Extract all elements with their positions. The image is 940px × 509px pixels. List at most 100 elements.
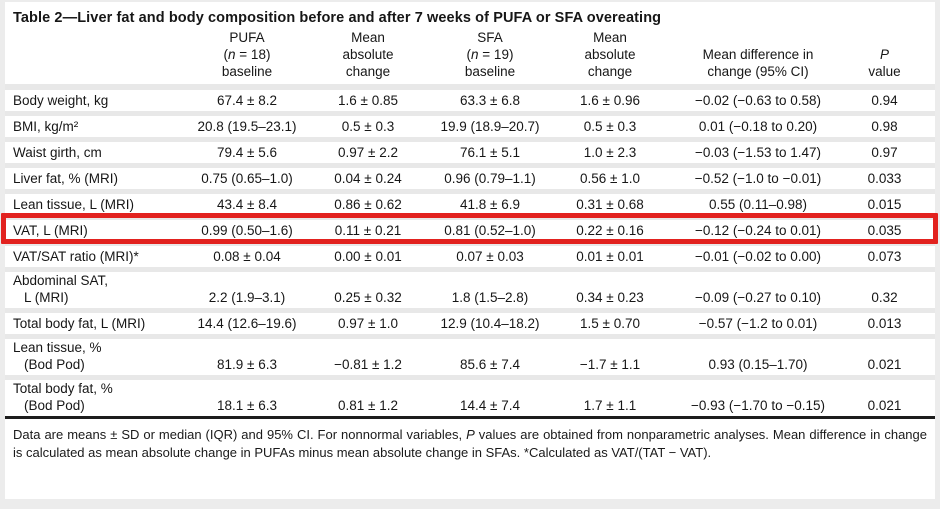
table-cell: 0.033 — [849, 165, 920, 194]
table-cell: 0.021 — [849, 377, 920, 419]
row-label: Lean tissue, L (MRI) — [5, 191, 185, 220]
table-cell: 0.25 ± 0.32 — [309, 269, 427, 313]
table-cell: 2.2 (1.9–3.1) — [185, 269, 309, 313]
table-cell: 0.5 ± 0.3 — [553, 113, 667, 142]
table-row: BMI, kg/m² 20.8 (19.5–23.1) 0.5 ± 0.3 19.9 … — [5, 113, 935, 142]
table-cell: 0.34 ± 0.23 — [553, 269, 667, 313]
table-row: Waist girth, cm 79.4 ± 5.6 0.97 ± 2.2 76.1 … — [5, 139, 935, 168]
table-cell: 0.015 — [849, 191, 920, 220]
table-cell: −0.03 (−1.53 to 1.47) — [667, 139, 849, 168]
table-cell: 12.9 (10.4–18.2) — [427, 310, 553, 339]
table-cell: 14.4 (12.6–19.6) — [185, 310, 309, 339]
header-line: absolute — [342, 47, 394, 62]
spacer-cell — [920, 243, 935, 272]
table-cell: 0.22 ± 0.16 — [553, 217, 667, 246]
table-cell: 0.01 (−0.18 to 0.20) — [667, 113, 849, 142]
row-label: Total body fat, % (Bod Pod) — [5, 377, 185, 419]
spacer-cell — [920, 310, 935, 339]
header-line: (n = 19) — [466, 47, 514, 62]
table-cell: 0.56 ± 1.0 — [553, 165, 667, 194]
header-line: P — [879, 47, 889, 62]
table-cell: −0.02 (−0.63 to 0.58) — [667, 84, 849, 116]
table-cell: 76.1 ± 5.1 — [427, 139, 553, 168]
header-line: (n = 18) — [223, 47, 271, 62]
spacer-cell — [920, 217, 935, 246]
table-row: Liver fat, % (MRI) 0.75 (0.65–1.0) 0.04 ± … — [5, 165, 935, 194]
table-cell: 0.86 ± 0.62 — [309, 191, 427, 220]
table-cell: −0.57 (−1.2 to 0.01) — [667, 310, 849, 339]
table-cell: 0.01 ± 0.01 — [553, 243, 667, 272]
data-table: PUFA (n = 18) baseline Mean absolute cha… — [5, 29, 935, 419]
header-line: baseline — [464, 64, 516, 79]
table-cell: 81.9 ± 6.3 — [185, 336, 309, 380]
table-cell: 67.4 ± 8.2 — [185, 84, 309, 116]
table-cell: −0.09 (−0.27 to 0.10) — [667, 269, 849, 313]
table-cell: 0.07 ± 0.03 — [427, 243, 553, 272]
table-cell: 79.4 ± 5.6 — [185, 139, 309, 168]
table-cell: 0.97 ± 2.2 — [309, 139, 427, 168]
row-label: Total body fat, L (MRI) — [5, 310, 185, 339]
header-line: Mean — [593, 30, 627, 45]
spacer-cell — [920, 377, 935, 419]
row-label: BMI, kg/m² — [5, 113, 185, 142]
spacer-cell — [920, 165, 935, 194]
row-label: Waist girth, cm — [5, 139, 185, 168]
spacer-cell — [920, 336, 935, 380]
header-line: change — [345, 64, 391, 79]
table-cell: 1.0 ± 2.3 — [553, 139, 667, 168]
header-line: PUFA — [229, 30, 265, 45]
table-cell: 0.31 ± 0.68 — [553, 191, 667, 220]
table-cell: 1.5 ± 0.70 — [553, 310, 667, 339]
table-cell: 14.4 ± 7.4 — [427, 377, 553, 419]
header-cell-spacer — [920, 29, 935, 89]
table-row: Lean tissue, L (MRI) 43.4 ± 8.4 0.86 ± 0.6… — [5, 191, 935, 220]
row-label-line: Total body fat, % — [13, 381, 113, 396]
spacer-cell — [920, 191, 935, 220]
table-cell: 0.98 — [849, 113, 920, 142]
table-cell: 0.04 ± 0.24 — [309, 165, 427, 194]
spacer-cell — [920, 269, 935, 313]
row-label: VAT, L (MRI) — [5, 217, 185, 246]
table-row: Body weight, kg 67.4 ± 8.2 1.6 ± 0.85 63.3 … — [5, 84, 935, 116]
row-label: Body weight, kg — [5, 84, 185, 116]
table-cell: −0.52 (−1.0 to −0.01) — [667, 165, 849, 194]
footnote: Data are means ± SD or median (IQR) and … — [5, 419, 935, 461]
footnote-text: values are obtained from nonparametric a… — [13, 427, 927, 460]
header-line: change (95% CI) — [707, 64, 809, 79]
table-row: VAT, L (MRI) 0.99 (0.50–1.6) 0.11 ± 0.21 0.… — [5, 217, 935, 246]
table-row: Total body fat, % (Bod Pod) 18.1 ± 6.3 0.81… — [5, 377, 935, 419]
table-cell: 0.5 ± 0.3 — [309, 113, 427, 142]
table-cell: 0.99 (0.50–1.6) — [185, 217, 309, 246]
table-cell: 43.4 ± 8.4 — [185, 191, 309, 220]
table-cell: 18.1 ± 6.3 — [185, 377, 309, 419]
header-cell-mean-difference: Mean difference in change (95% CI) — [667, 29, 849, 89]
header-line: Mean — [351, 30, 385, 45]
table-cell: 0.97 — [849, 139, 920, 168]
table-cell: 1.8 (1.5–2.8) — [427, 269, 553, 313]
table-cell: 0.81 ± 1.2 — [309, 377, 427, 419]
table-cell: 1.6 ± 0.96 — [553, 84, 667, 116]
table-cell: −0.93 (−1.70 to −0.15) — [667, 377, 849, 419]
table-header: PUFA (n = 18) baseline Mean absolute cha… — [5, 29, 935, 89]
header-cell-pufa-change: Mean absolute change — [309, 29, 427, 89]
row-label: Liver fat, % (MRI) — [5, 165, 185, 194]
header-row: PUFA (n = 18) baseline Mean absolute cha… — [5, 29, 935, 89]
row-label-line: (Bod Pod) — [24, 357, 85, 372]
row-label-line: Abdominal SAT, — [13, 273, 109, 288]
table-cell: 85.6 ± 7.4 — [427, 336, 553, 380]
table-cell: 0.81 (0.52–1.0) — [427, 217, 553, 246]
header-line: SFA — [477, 30, 503, 45]
table-cell: 0.11 ± 0.21 — [309, 217, 427, 246]
table-title: Table 2—Liver fat and body composition b… — [13, 10, 662, 26]
table-row: Abdominal SAT, L (MRI) 2.2 (1.9–3.1) 0.25 ±… — [5, 269, 935, 313]
table-cell: 0.035 — [849, 217, 920, 246]
table-cell: 0.08 ± 0.04 — [185, 243, 309, 272]
table-cell: 0.013 — [849, 310, 920, 339]
header-cell-pufa-baseline: PUFA (n = 18) baseline — [185, 29, 309, 89]
table-cell: 0.94 — [849, 84, 920, 116]
header-line: value — [868, 64, 901, 79]
table-cell: 0.32 — [849, 269, 920, 313]
row-label-line: L (MRI) — [24, 290, 69, 305]
table-cell: 0.00 ± 0.01 — [309, 243, 427, 272]
